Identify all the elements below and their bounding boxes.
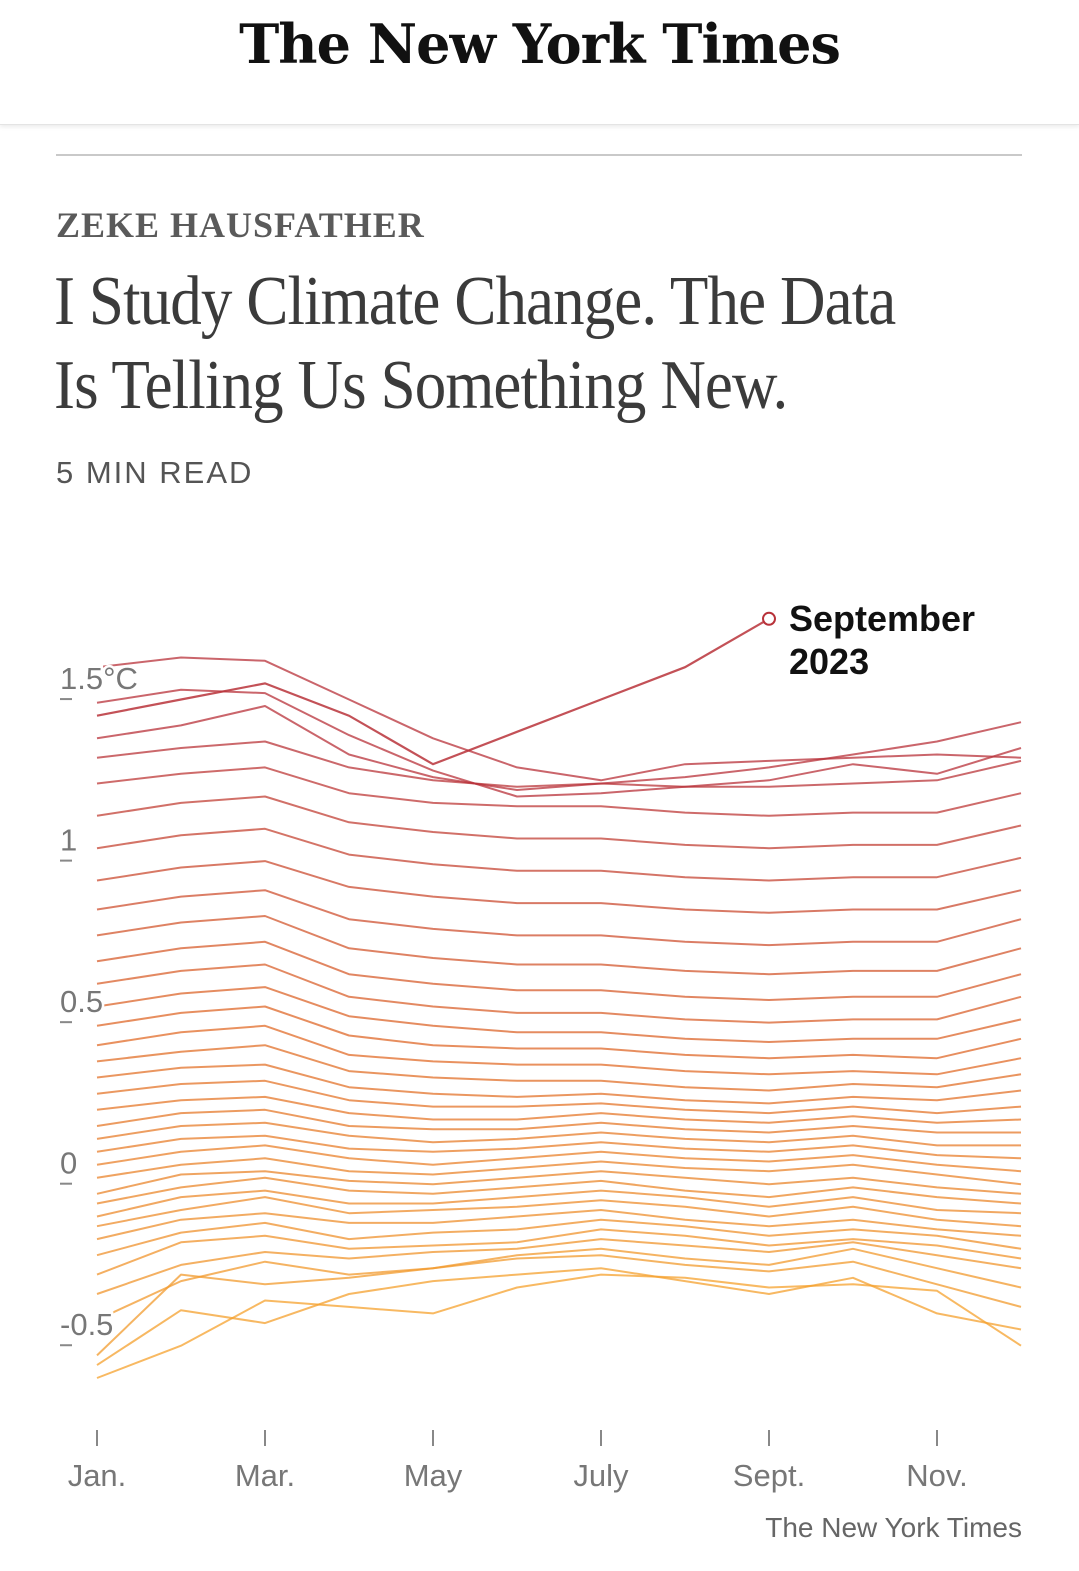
series-line-2 (96, 1267, 1022, 1366)
temperature-chart: 1.5°C 1 0.5 0 -0.5 Jan. Mar. May July Sept. Nov. S… (58, 598, 1022, 1493)
series-line-33 (96, 740, 1022, 788)
top-bar: The New York Times (0, 0, 1079, 125)
series-line-21 (96, 1044, 1022, 1092)
series-line-6 (96, 1228, 1022, 1276)
series-line-35 (96, 688, 1022, 798)
y-tick-label: 1 (60, 823, 77, 858)
y-tick-label: 0.5 (60, 984, 103, 1019)
series-line-13 (96, 1157, 1022, 1186)
masthead-logo[interactable]: The New York Times (239, 12, 841, 76)
series-line-25 (96, 963, 1022, 1024)
x-tick-label: Sept. (733, 1458, 805, 1493)
series-line-3 (96, 1254, 1022, 1357)
series-line-32 (96, 766, 1022, 817)
series-line-24 (96, 986, 1022, 1043)
series-line-29 (96, 860, 1022, 914)
series-line-2023[interactable] (96, 617, 770, 766)
x-tick-label: July (573, 1458, 629, 1493)
series-line-16 (96, 1121, 1021, 1147)
y-tick-label: 1.5°C (60, 661, 138, 696)
series-line-4 (96, 1247, 1022, 1321)
series-line-5 (96, 1238, 1022, 1295)
series-line-20 (96, 1063, 1022, 1105)
series-line-26 (96, 940, 1022, 1001)
september-2023-marker[interactable] (762, 611, 776, 626)
x-tick-label: Mar. (235, 1458, 295, 1493)
series-line-34 (96, 705, 1022, 791)
chart-axes: 1.5°C 1 0.5 0 -0.5 Jan. Mar. May July Sept. Nov. (58, 659, 968, 1493)
graphic-credit: The New York Times (765, 1512, 1022, 1543)
series-line-27 (96, 915, 1022, 976)
read-time: 5 MIN READ (56, 455, 254, 490)
article-headline[interactable]: I Study Climate Change. The Data Is Tell… (54, 263, 896, 424)
divider (56, 154, 1022, 156)
series-line-22 (96, 1024, 1022, 1076)
series-line-15 (96, 1134, 1022, 1160)
series-line-28 (96, 889, 1022, 947)
annotation-label-month: September (789, 598, 975, 639)
chart-series-group (96, 617, 1022, 1379)
series-line-10 (96, 1189, 1022, 1218)
y-tick-label: -0.5 (60, 1307, 113, 1342)
series-line-14 (96, 1144, 1022, 1173)
series-line-30 (96, 827, 1022, 882)
y-tick-label: 0 (60, 1146, 77, 1181)
series-line-17 (96, 1108, 1021, 1134)
x-tick-label: May (404, 1458, 463, 1493)
series-line-11 (96, 1176, 1022, 1205)
annotation-label-year: 2023 (789, 641, 869, 682)
series-line-1 (96, 1273, 1022, 1379)
series-line-18 (96, 1095, 1022, 1124)
series-line-12 (96, 1170, 1022, 1195)
series-line-36 (96, 656, 1022, 782)
series-line-7 (96, 1218, 1022, 1257)
series-line-8 (96, 1209, 1022, 1241)
x-tick-label: Nov. (906, 1458, 967, 1493)
series-line-31 (96, 795, 1022, 850)
series-line-19 (96, 1079, 1022, 1115)
x-tick-label: Jan. (68, 1458, 127, 1493)
series-line-9 (96, 1196, 1022, 1228)
author-byline[interactable]: ZEKE HAUSFATHER (56, 205, 425, 245)
series-line-23 (96, 1005, 1022, 1060)
